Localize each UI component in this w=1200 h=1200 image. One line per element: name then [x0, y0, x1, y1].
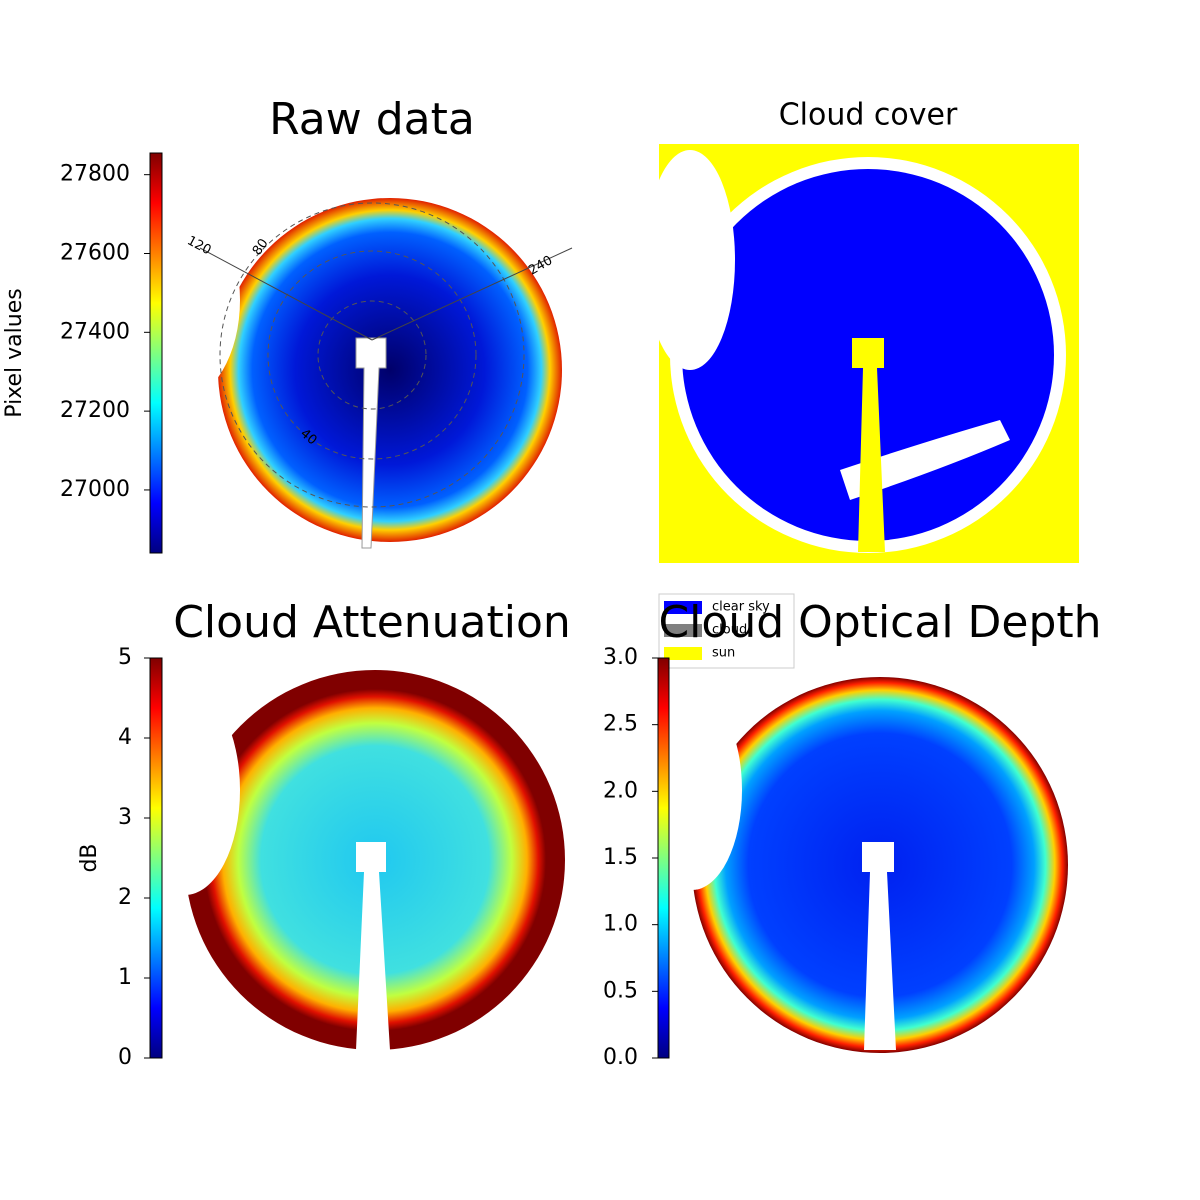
legend-swatch	[664, 624, 702, 637]
tick-label: 27600	[60, 240, 130, 265]
tick-label: 5	[118, 645, 132, 670]
panel-title: Raw data	[269, 94, 475, 145]
tick-label: 0.0	[603, 1045, 638, 1070]
tick-label: 27400	[60, 319, 130, 344]
panel-title: Cloud cover	[779, 98, 958, 133]
legend-label: cloud	[712, 623, 747, 638]
tick-label: 1	[118, 965, 132, 990]
tick-label: 4	[118, 725, 132, 750]
colorbar	[657, 657, 670, 1059]
tick-label: 27200	[60, 398, 130, 423]
tick-label: 2.0	[603, 778, 638, 803]
colorbar	[149, 657, 163, 1059]
panel-title: Cloud Optical Depth	[658, 597, 1101, 648]
tick-label: 2	[118, 885, 132, 910]
tick-label: 27000	[60, 477, 130, 502]
colorbar-label: dB	[77, 843, 102, 872]
tick-label: 0	[118, 1045, 132, 1070]
tick-label: 3	[118, 805, 132, 830]
colorbar-label: Pixel values	[2, 288, 27, 417]
colorbar	[149, 152, 163, 554]
attenuation-image	[130, 670, 565, 1050]
panel-title: Cloud Attenuation	[173, 597, 571, 648]
tick-label: 3.0	[603, 645, 638, 670]
cloud-cover-image	[645, 144, 1079, 563]
tick-label: 2.5	[603, 712, 638, 737]
annotation: 240	[526, 253, 555, 278]
tick-label: 1.5	[603, 845, 638, 870]
tick-label: 27800	[60, 162, 130, 187]
tick-label: 1.0	[603, 912, 638, 937]
optical-depth-image	[642, 677, 1068, 1053]
legend-swatch	[664, 647, 702, 660]
legend-label: clear sky	[712, 600, 770, 615]
legend-swatch	[664, 601, 702, 614]
legend-label: sun	[712, 646, 735, 661]
tick-label: 0.5	[603, 978, 638, 1003]
raw-image	[120, 198, 573, 549]
